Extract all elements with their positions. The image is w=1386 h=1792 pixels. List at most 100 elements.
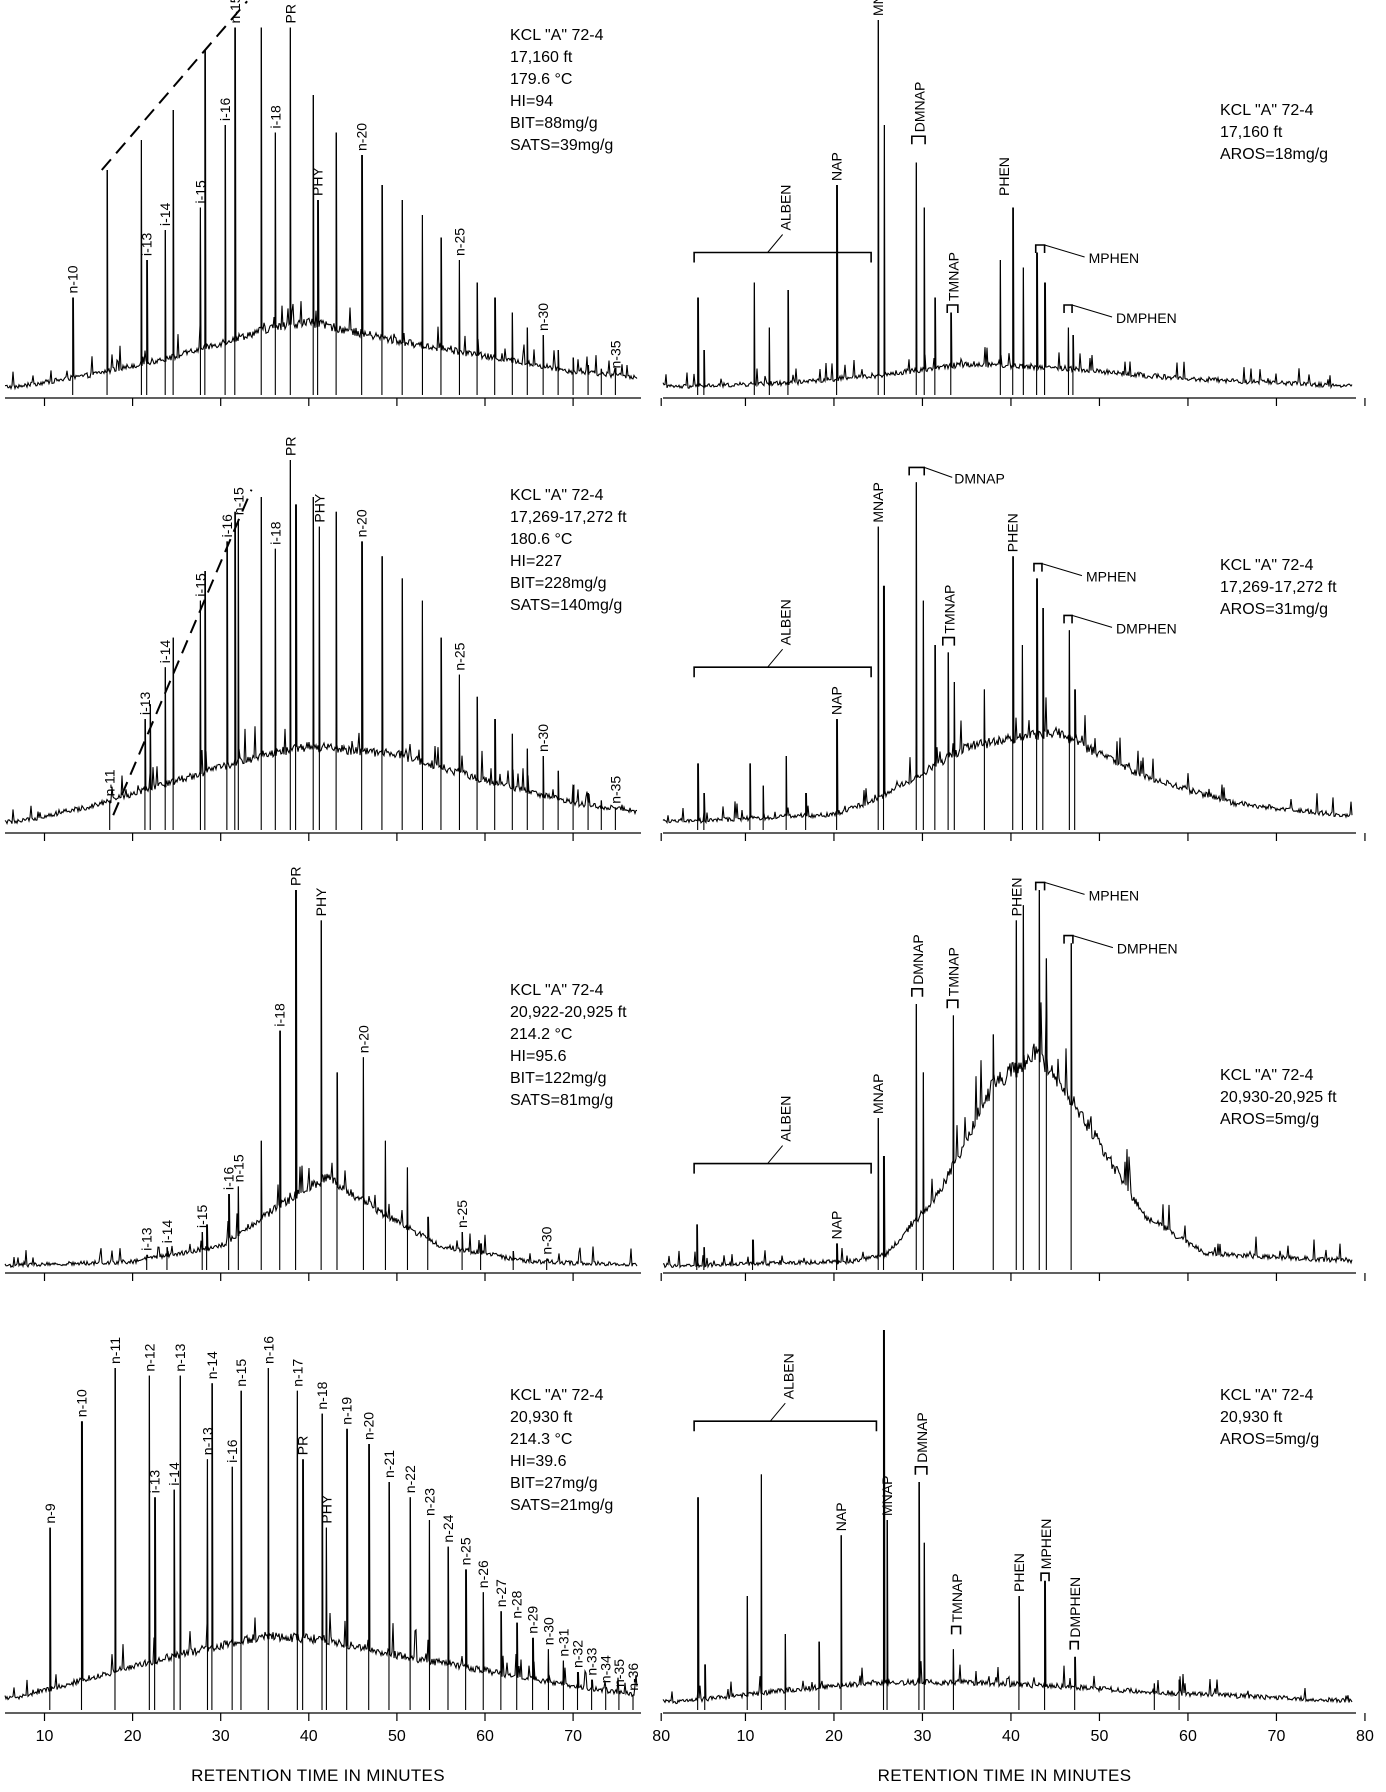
sample-info-line: AROS=31mg/g	[1220, 601, 1328, 618]
peak-label: n-13	[172, 1343, 188, 1371]
peak-label: i-15	[194, 1204, 210, 1228]
sample-info-line: 20,930 ft	[1220, 1409, 1283, 1426]
peak-label: i-16	[219, 514, 235, 538]
chromatogram-panel-right-3: NAP MNAP PHEN ALBEN DMNAP TMNAP MPHEN DMPHEN 10 2…	[662, 1329, 1374, 1785]
bracket-label: MPHEN	[1089, 887, 1140, 903]
peak-label: n-9	[42, 1503, 58, 1523]
compound-bracket: DMNAP	[914, 1412, 930, 1475]
peak-label: n-20	[354, 509, 370, 537]
chromatogram-trace	[662, 1329, 1353, 1705]
bracket-label: TMNAP	[949, 1573, 965, 1622]
sample-info-line: 17,160 ft	[510, 49, 573, 66]
peak-label: PR	[288, 867, 304, 886]
x-tick-label: 10	[36, 1728, 54, 1745]
compound-bracket: DMPHEN	[1063, 304, 1177, 326]
peak-label: n-13	[199, 1427, 215, 1455]
peak-label: n-15	[233, 1359, 249, 1387]
x-tick-label: 80	[652, 1728, 670, 1745]
bracket-label: DMPHEN	[1116, 620, 1177, 636]
sample-info-line: BIT=27mg/g	[510, 1475, 598, 1492]
sample-info-line: 17,269-17,272 ft	[510, 509, 627, 526]
peak-label: n-23	[421, 1488, 437, 1516]
peak-label: MNAP	[879, 1476, 895, 1516]
sample-info-line: KCL "A" 72-4	[1220, 1067, 1314, 1084]
bracket-label: MPHEN	[1089, 250, 1140, 266]
peak-label: i-18	[267, 105, 283, 129]
sample-info-line: HI=94	[510, 93, 553, 110]
bracket-label: DMPHEN	[1117, 941, 1178, 957]
peak-label: PR	[295, 1436, 311, 1455]
sample-info-line: 179.6 °C	[510, 71, 572, 88]
chromatogram-trace	[662, 482, 1353, 825]
envelope-dashed-line	[101, 0, 248, 171]
peak-label: n-36	[625, 1663, 641, 1691]
sample-info-line: SATS=21mg/g	[510, 1497, 613, 1514]
chromatogram-panel-left-2: i-13 i-14 i-15 i-16n-15 i-18 PR PHY n-20 n-25 n-3…	[4, 867, 662, 1281]
bracket-label: ALBEN	[778, 599, 794, 645]
peak-label: n-22	[402, 1465, 418, 1493]
chromatogram-trace	[662, 19, 1353, 390]
x-tick-label: 30	[212, 1728, 230, 1745]
peak-label: PHEN	[1008, 877, 1024, 916]
peak-label: PR	[282, 437, 298, 456]
bracket-label: ALBEN	[778, 185, 794, 231]
sample-info-line: BIT=228mg/g	[510, 575, 607, 592]
peak-label: n-31	[555, 1628, 571, 1656]
peak-label: n-29	[525, 1606, 541, 1634]
peak-label: n-25	[451, 642, 467, 670]
peak-label: PHY	[318, 1494, 334, 1523]
sample-info-line: 20,930 ft	[510, 1409, 573, 1426]
peak-label: n-20	[361, 1412, 377, 1440]
sample-info-line: 214.2 °C	[510, 1026, 572, 1043]
x-tick-label: 60	[476, 1728, 494, 1745]
sample-info-line: SATS=81mg/g	[510, 1092, 613, 1109]
chromatogram-trace	[4, 27, 638, 391]
peak-label: n-15	[230, 1154, 246, 1182]
compound-bracket: ALBEN	[693, 599, 872, 678]
x-tick-label: 80	[1356, 1728, 1374, 1745]
peak-label: n-16	[260, 1336, 276, 1364]
peak-label: MNAP	[870, 1074, 886, 1114]
compound-bracket: ALBEN	[693, 1096, 872, 1174]
peak-label: n-25	[451, 228, 467, 256]
peak-label: n-21	[381, 1450, 397, 1478]
sample-info-line: KCL "A" 72-4	[510, 487, 604, 504]
sample-info-line: KCL "A" 72-4	[1220, 102, 1314, 119]
peak-label: PHEN	[1011, 1553, 1027, 1592]
peak-label: PHY	[311, 493, 327, 522]
peak-label: n-25	[458, 1537, 474, 1565]
peak-label: n-12	[141, 1343, 157, 1371]
sample-info-line: AROS=18mg/g	[1220, 146, 1328, 163]
peak-label: n-34	[598, 1655, 614, 1683]
sample-info-line: AROS=5mg/g	[1220, 1431, 1319, 1448]
x-axis-title: RETENTION TIME IN MINUTES	[191, 1766, 445, 1785]
peak-label: i-13	[137, 691, 153, 715]
compound-bracket: TMNAP	[946, 252, 962, 313]
peak-label: n-11	[107, 1337, 123, 1364]
sample-info-line: KCL "A" 72-4	[510, 27, 604, 44]
peak-label: n-15	[227, 0, 243, 24]
bracket-label: TMNAP	[946, 252, 962, 301]
chromatogram-panel-right-0: NAP MNAP ALBEN DMNAP TMNAP PHEN MPHEN DMPHEN KCL…	[662, 0, 1366, 406]
peak-label: i-13	[139, 1227, 155, 1251]
sample-info-line: HI=227	[510, 553, 562, 570]
chromatogram-panel-right-2: NAP MNAP PHEN ALBEN DMNAP TMNAP MPHEN DMPHEN KCL…	[662, 877, 1366, 1281]
peak-label: n-17	[289, 1359, 305, 1387]
peak-label: n-10	[65, 265, 81, 293]
sample-info-line: BIT=88mg/g	[510, 115, 598, 132]
x-tick-label: 40	[300, 1728, 318, 1745]
peak-label: i-16	[224, 1439, 240, 1463]
compound-bracket: DMPHEN	[1063, 614, 1177, 636]
bracket-label: DMPHEN	[1067, 1577, 1083, 1638]
peak-label: i-14	[157, 202, 173, 226]
peak-label: i-16	[217, 97, 233, 121]
peak-label: n-30	[535, 303, 551, 331]
compound-bracket: MPHEN	[1034, 244, 1140, 266]
envelope-dashed-line	[112, 489, 253, 816]
peak-label: n-15	[230, 487, 246, 515]
peak-label: n-35	[611, 1659, 627, 1687]
bracket-label: ALBEN	[778, 1096, 794, 1142]
x-tick-label: 10	[737, 1728, 755, 1745]
peak-label: PHEN	[1005, 513, 1021, 552]
